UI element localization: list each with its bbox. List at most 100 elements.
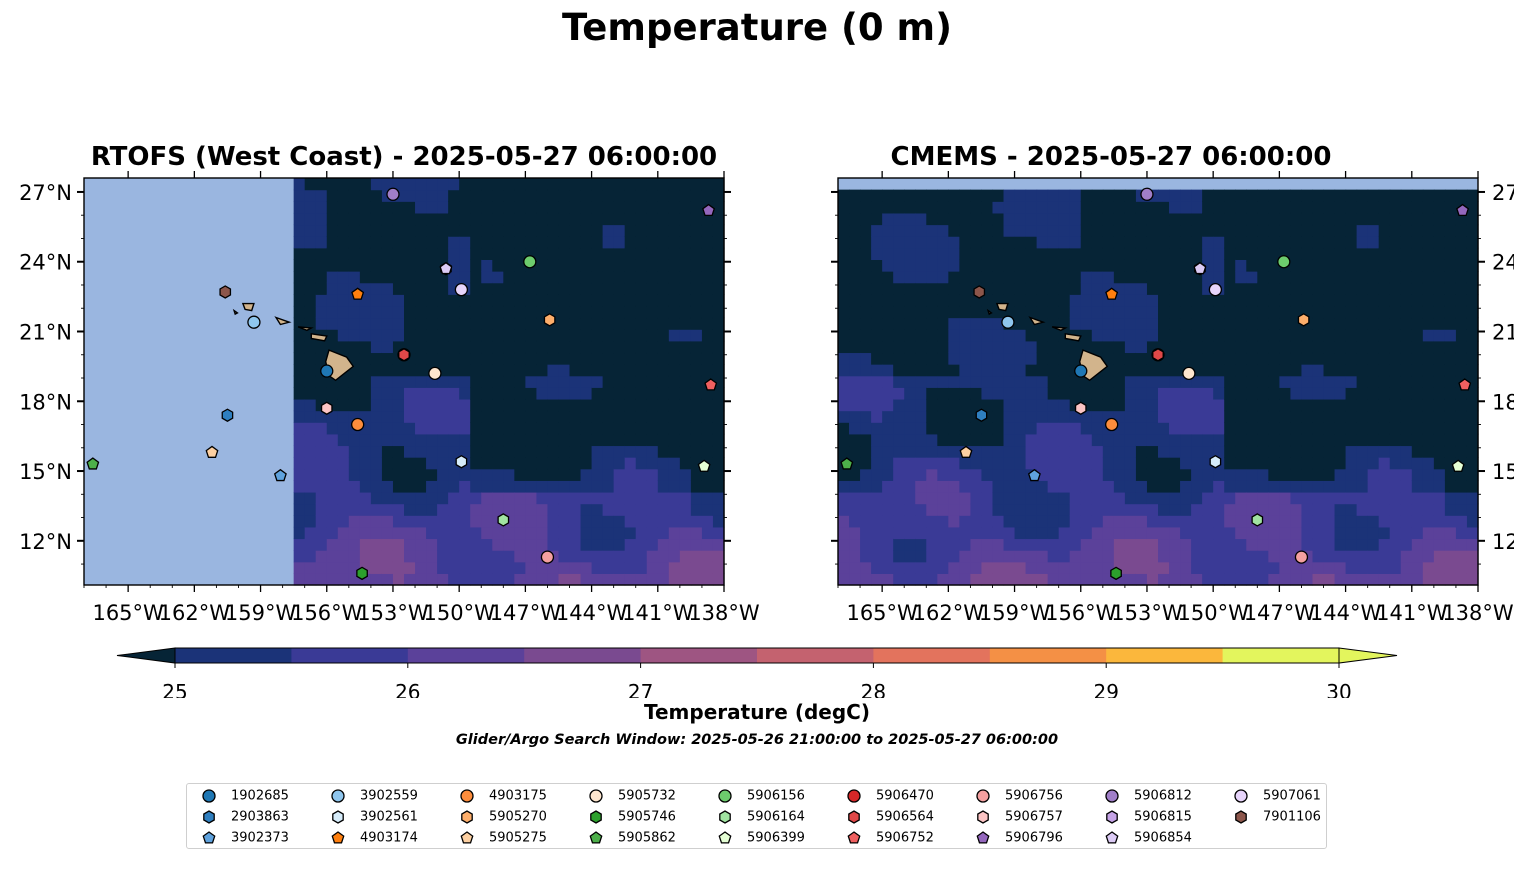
legend-label: 1902685 xyxy=(231,788,289,804)
island-land xyxy=(1051,326,1068,332)
float-marker-5905270 xyxy=(543,313,556,327)
legend-label: 3902373 xyxy=(231,830,289,846)
colorbar-tick-label: 28 xyxy=(861,680,886,698)
float-marker-5906564 xyxy=(1152,347,1164,362)
legend-marker-5906156 xyxy=(718,789,732,803)
legend-marker-7901106 xyxy=(1235,810,1247,824)
legend-label: 2903863 xyxy=(231,809,289,825)
legend-marker-5905732 xyxy=(589,789,603,803)
island-land xyxy=(232,308,239,316)
float-marker-5906564 xyxy=(398,347,410,362)
map-frame xyxy=(83,177,725,586)
legend-item-5906812: 5906812 xyxy=(1104,788,1192,804)
float-marker-5906854 xyxy=(439,261,453,275)
colorbar-segment xyxy=(291,648,409,663)
legend-marker-5906812 xyxy=(1105,789,1119,803)
lat-tick-label: 18°N xyxy=(19,390,72,414)
legend-item-7901106: 7901106 xyxy=(1233,809,1321,825)
float-marker-5906854 xyxy=(1193,261,1207,275)
lon-tick-label: 147°W xyxy=(490,601,562,625)
lon-tick-label: 153°W xyxy=(1111,601,1183,625)
legend-item-5905270: 5905270 xyxy=(459,809,547,825)
lon-tick-label: 141°W xyxy=(622,601,694,625)
legend-label: 5906752 xyxy=(876,830,934,846)
legend-item-5906815: 5906815 xyxy=(1104,809,1192,825)
lon-tick-label: 156°W xyxy=(1045,601,1117,625)
legend-marker-5905275 xyxy=(460,831,474,844)
colorbar-segment xyxy=(407,648,525,663)
float-marker-4903175 xyxy=(351,417,365,432)
float-marker-5905275 xyxy=(959,445,973,458)
legend-label: 3902559 xyxy=(360,788,418,804)
lon-tick-label: 138°W xyxy=(688,601,760,625)
legend-marker-5906815 xyxy=(1106,810,1118,824)
temperature-field xyxy=(293,178,725,586)
lon-tick-label: 165°W xyxy=(92,601,164,625)
legend-marker-5906854 xyxy=(1105,831,1119,844)
colorbar-segment xyxy=(757,648,874,663)
legend-marker-3902373 xyxy=(202,831,216,844)
lon-tick-label: 147°W xyxy=(1244,601,1316,625)
lat-tick-label: 15°N xyxy=(19,460,72,484)
float-marker-5906812 xyxy=(1140,187,1154,201)
legend-item-1902685: 1902685 xyxy=(201,788,289,804)
float-marker-5906164 xyxy=(1251,513,1264,527)
lon-tick-label: 156°W xyxy=(291,601,363,625)
legend-item-5906796: 5906796 xyxy=(975,830,1063,846)
colorbar-segment xyxy=(1106,648,1224,663)
legend-label: 5905270 xyxy=(489,809,547,825)
temperature-field xyxy=(838,189,1479,586)
colorbar-segment xyxy=(989,648,1107,663)
legend-item-5906399: 5906399 xyxy=(717,830,805,846)
legend-label: 3902561 xyxy=(360,809,418,825)
island-land xyxy=(310,332,328,342)
float-marker-5906757 xyxy=(1074,401,1087,416)
legend-label: 5905275 xyxy=(489,830,547,846)
float-marker-5906164 xyxy=(497,513,510,527)
colorbar-tick-label: 27 xyxy=(628,680,653,698)
lat-tick-label: 24°N xyxy=(1492,251,1514,275)
float-marker-2903863 xyxy=(221,408,234,422)
cmems-map-panel: 165°W162°W159°W156°W153°W150°W147°W144°W… xyxy=(831,171,1514,625)
map-frame xyxy=(837,177,1479,586)
float-marker-3902373 xyxy=(1027,468,1041,482)
float-marker-1902685 xyxy=(1074,364,1088,378)
legend-label: 5905862 xyxy=(618,830,676,846)
lon-tick-label: 153°W xyxy=(357,601,429,625)
legend-marker-5905746 xyxy=(590,810,602,824)
search-window-note: Glider/Argo Search Window: 2025-05-26 21… xyxy=(455,732,1059,748)
lon-tick-label: 159°W xyxy=(225,601,297,625)
lat-tick-label: 12°N xyxy=(19,530,72,554)
legend-marker-4903175 xyxy=(460,789,474,803)
colorbar-tick-label: 26 xyxy=(395,680,420,698)
legend-item-5907061: 5907061 xyxy=(1233,788,1321,804)
legend-marker-5907061 xyxy=(1234,789,1248,803)
lat-tick-label: 15°N xyxy=(1492,460,1514,484)
island-land xyxy=(297,326,314,332)
float-marker-7901106 xyxy=(219,285,232,299)
legend-marker-5905270 xyxy=(461,810,473,824)
float-marker-5907061 xyxy=(454,282,469,297)
float-marker-5905746 xyxy=(356,566,368,581)
lon-tick-label: 144°W xyxy=(1310,601,1382,625)
lon-tick-label: 150°W xyxy=(423,601,495,625)
float-marker-2903863 xyxy=(975,408,988,422)
lat-tick-label: 27°N xyxy=(1492,181,1514,205)
legend-item-5906756: 5906756 xyxy=(975,788,1063,804)
legend-label: 5906757 xyxy=(1005,809,1063,825)
left-panel-title: RTOFS (West Coast) - 2025-05-27 06:00:00 xyxy=(90,142,718,172)
colorbar-segment xyxy=(1222,648,1340,663)
colorbar-extend-low xyxy=(116,647,176,664)
right-panel-title: CMEMS - 2025-05-27 06:00:00 xyxy=(890,142,1332,172)
island-land xyxy=(1064,332,1082,342)
float-marker-5906756 xyxy=(1294,550,1309,564)
lat-tick-label: 12°N xyxy=(1492,530,1514,554)
colorbar-segment xyxy=(640,648,758,663)
float-marker-3902373 xyxy=(273,468,287,482)
legend-label: 5906470 xyxy=(876,788,934,804)
lon-tick-label: 144°W xyxy=(556,601,628,625)
legend-item-3902373: 3902373 xyxy=(201,830,289,846)
legend-label: 4903175 xyxy=(489,788,547,804)
legend-marker-5906757 xyxy=(977,810,989,824)
legend-label: 7901106 xyxy=(1263,809,1321,825)
